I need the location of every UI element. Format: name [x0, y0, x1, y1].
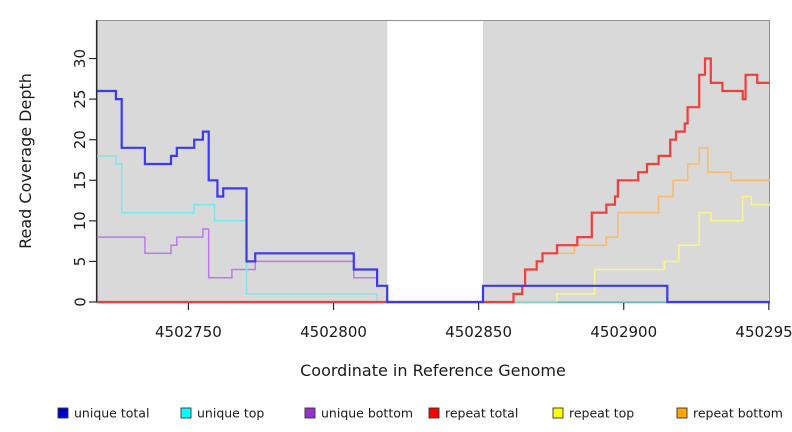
legend-label: repeat bottom [693, 406, 783, 421]
x-tick-label: 4502800 [300, 323, 367, 341]
legend-swatch [180, 407, 192, 419]
y-axis-title: Read Coverage Depth [16, 73, 35, 249]
legend-label: unique bottom [321, 406, 413, 421]
legend-swatch [428, 407, 440, 419]
legend-label: unique top [197, 406, 264, 421]
y-tick-label: 15 [71, 171, 89, 190]
legend-label: repeat total [445, 406, 518, 421]
masked-region [387, 20, 483, 302]
x-axis-title: Coordinate in Reference Genome [300, 361, 566, 380]
y-tick-label: 0 [71, 297, 89, 307]
y-tick-label: 10 [71, 211, 89, 230]
series-unique-total-line [97, 89, 770, 304]
legend-item-repeat-top: repeat top [552, 406, 634, 421]
legend-item-unique-bottom: unique bottom [304, 406, 413, 421]
legend-swatch [57, 407, 69, 419]
legend-item-repeat-bottom: repeat bottom [676, 406, 783, 421]
y-tick-label: 25 [71, 90, 89, 109]
legend-item-unique-top: unique top [180, 406, 264, 421]
x-tick-label: 4502750 [155, 323, 222, 341]
x-tick-label: 4502850 [445, 323, 512, 341]
series-repeat-top-line [97, 195, 770, 303]
x-tick-label: 4502900 [590, 323, 657, 341]
y-tick-label: 30 [71, 49, 89, 68]
legend-swatch [676, 407, 688, 419]
series-repeat-total-line [97, 57, 770, 304]
y-tick-label: 5 [71, 257, 89, 267]
legend-swatch [304, 407, 316, 419]
legend-swatch [552, 407, 564, 419]
legend-item-repeat-total: repeat total [428, 406, 518, 421]
legend-label: unique total [74, 406, 149, 421]
legend-label: repeat top [569, 406, 634, 421]
legend-item-unique-total: unique total [57, 406, 149, 421]
y-tick-label: 20 [71, 130, 89, 149]
series-unique-top-line [97, 155, 770, 303]
